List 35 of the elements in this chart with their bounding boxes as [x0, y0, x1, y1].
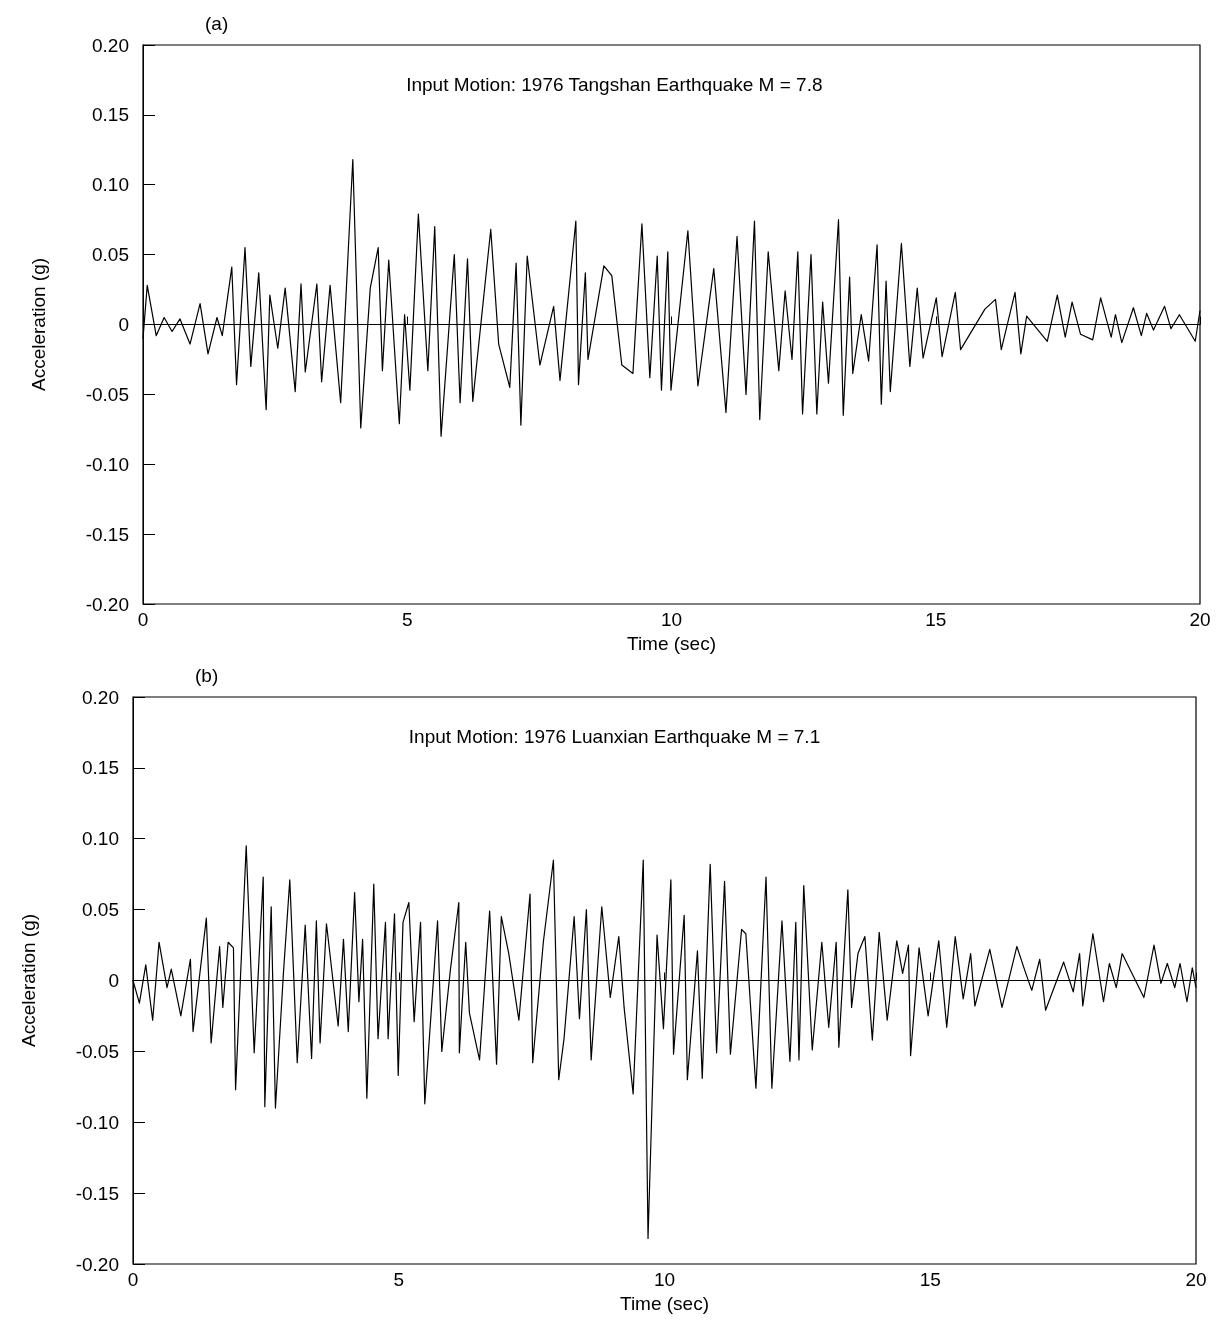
y-tick-label: 0.15	[92, 104, 129, 126]
y-tick-label: 0.15	[82, 757, 119, 779]
y-tick-label: -0.10	[85, 453, 129, 475]
x-tick-label: 20	[1189, 609, 1211, 630]
x-axis-title: Time (sec)	[619, 1292, 710, 1314]
y-tick-label: 0.05	[82, 899, 119, 921]
y-tick-label: 0.10	[92, 174, 129, 196]
y-tick-label: 0.20	[82, 686, 119, 708]
x-tick-label: 15	[925, 609, 947, 630]
y-tick-label: -0.05	[75, 1040, 119, 1062]
chart-title: (a)	[205, 13, 229, 34]
y-tick-label: 0.10	[82, 828, 119, 850]
x-tick-label: 0	[137, 609, 149, 630]
y-tick-label: -0.15	[85, 523, 129, 545]
y-tick-label: -0.15	[75, 1182, 119, 1204]
y-axis-title: Acceleration (g)	[28, 257, 49, 392]
y-tick-label: -0.20	[75, 1253, 119, 1275]
x-tick-label: 10	[653, 1269, 676, 1290]
y-tick-label: 0.20	[92, 34, 129, 56]
y-tick-label: -0.10	[75, 1111, 119, 1133]
annotation: Input Motion: 1976 Tangshan Earthquake M = 7.8	[406, 74, 823, 95]
y-tick-label: 0	[118, 314, 129, 335]
y-tick-label: 0	[108, 970, 119, 991]
chart-title: (b)	[195, 665, 219, 686]
x-axis-title: Time (sec)	[626, 632, 717, 654]
y-tick-label: -0.20	[85, 593, 129, 615]
y-tick-label: 0.05	[92, 244, 129, 266]
x-tick-label: 20	[1185, 1269, 1207, 1290]
annotation: Input Motion: 1976 Luanxian Earthquake M = 7.1	[408, 726, 821, 747]
x-tick-label: 15	[919, 1269, 941, 1290]
x-tick-label: 5	[401, 609, 413, 630]
x-tick-label: 5	[393, 1269, 405, 1290]
x-tick-label: 10	[660, 609, 683, 630]
y-axis-title: Acceleration (g)	[18, 913, 39, 1048]
y-tick-label: -0.05	[85, 383, 129, 405]
